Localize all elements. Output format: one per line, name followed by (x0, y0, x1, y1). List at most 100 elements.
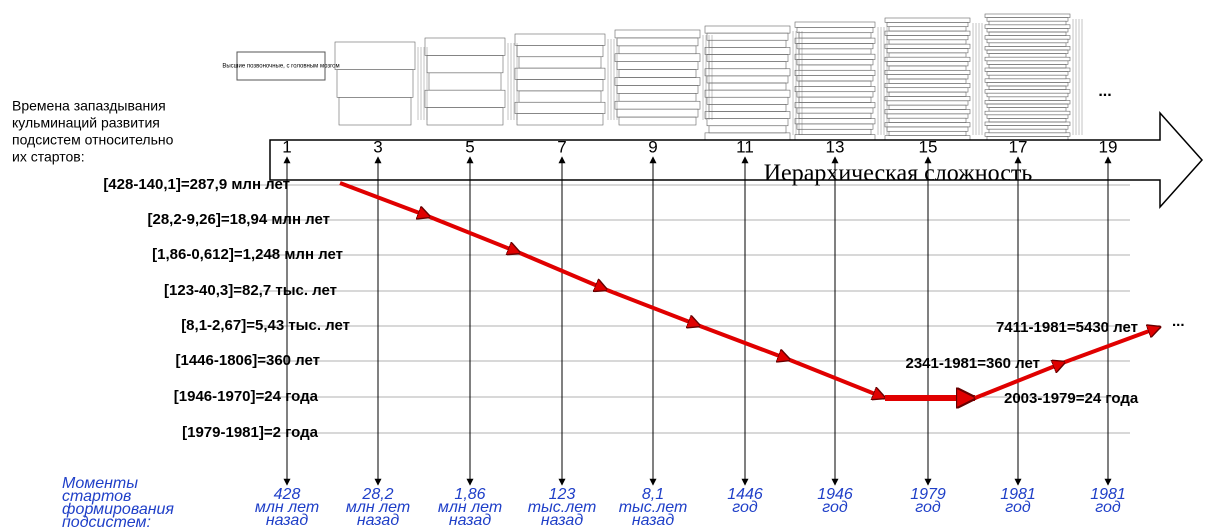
trend-segment (339, 181, 430, 217)
thumb-box (984, 35, 1071, 40)
left-heading: их стартов: (12, 149, 85, 165)
thumb-box (886, 100, 969, 106)
start-moment: тыс.лет (619, 499, 688, 516)
row-label: [428-140,1]=287,9 млн лет (103, 176, 290, 193)
trend-segment (606, 288, 700, 326)
thumb-box (884, 69, 971, 75)
thumb-box (616, 61, 699, 70)
start-moment: 1,86 (454, 486, 485, 503)
thumb-box (518, 56, 602, 69)
thumb-box (886, 113, 969, 119)
thumb-box (514, 67, 606, 80)
thumb-box (986, 28, 1069, 33)
row-label: [1446-1806]=360 лет (176, 352, 321, 369)
thumb-box (704, 111, 791, 119)
start-moment: назад (541, 512, 584, 529)
thumb-box (618, 45, 697, 55)
thumb-box (888, 91, 967, 97)
start-moment: 28,2 (361, 486, 393, 503)
thumb-box (884, 96, 971, 102)
thumb-box (708, 125, 787, 134)
thumb-box (988, 85, 1067, 90)
thumb-box (986, 103, 1069, 108)
thumb-box (616, 108, 699, 118)
start-moment: млн лет (438, 499, 502, 516)
thumb-box (798, 128, 872, 135)
thumb-box (984, 110, 1071, 116)
thumb-box (616, 37, 699, 47)
thumb-box (516, 79, 604, 92)
axis-number: 5 (465, 137, 474, 156)
start-moment: 123 (549, 486, 576, 503)
thumb-box (886, 74, 969, 80)
thumb-box (984, 24, 1071, 29)
thumb-box (424, 89, 506, 108)
thumb-box (984, 46, 1071, 51)
thumb-box (614, 77, 701, 86)
thumb-box (706, 96, 789, 105)
thumb-box (988, 64, 1067, 69)
start-moment: 8,1 (642, 486, 664, 503)
thumb-box (514, 101, 606, 114)
bottom-heading: подсистем: (62, 514, 151, 531)
thumb-box (886, 48, 969, 54)
left-heading: подсистем относительно (12, 132, 174, 148)
thumb-box (708, 104, 787, 112)
row-label: [1979-1981]=2 года (182, 424, 319, 441)
axis-number: 3 (373, 137, 382, 156)
thumb-box (426, 55, 504, 74)
thumb-box (886, 126, 969, 132)
right-label: 2003-1979=24 года (1004, 390, 1139, 407)
thumb-box (614, 29, 701, 39)
thumb-box (796, 75, 874, 82)
thumb-box (988, 118, 1067, 123)
thumb-box (888, 130, 967, 136)
thumb-box (614, 53, 701, 62)
thumb-box (706, 54, 789, 62)
thumb-box (986, 82, 1069, 87)
trend-segment (789, 358, 885, 398)
start-moment: назад (449, 512, 492, 529)
thumb-box (798, 32, 872, 39)
thumbnails: Высшие позвоночные, с головным мозгом (222, 13, 1083, 141)
thumb-box (516, 113, 604, 126)
thumb-box (514, 33, 606, 46)
thumb-box (798, 80, 872, 87)
start-moment: 1981 (1090, 486, 1126, 503)
thumb-box (706, 118, 789, 127)
thumb-box (794, 53, 876, 60)
start-moment: млн лет (346, 499, 410, 516)
thumb-box (336, 69, 414, 98)
thumb-box (988, 107, 1067, 112)
thumb-box (986, 125, 1069, 130)
thumb-box (708, 61, 787, 70)
axis-number: 11 (736, 137, 754, 156)
thumb-box (516, 45, 604, 58)
thumb-box (794, 86, 876, 93)
start-moment: 1979 (910, 486, 946, 503)
start-moment: млн лет (255, 499, 319, 516)
thumb-box (794, 21, 876, 28)
start-moment: год (822, 499, 848, 516)
thumb-box (796, 107, 874, 114)
axis-number: 17 (1009, 137, 1028, 156)
thumb-box (794, 37, 876, 44)
right-label: 2341-1981=360 лет (905, 355, 1040, 372)
thumb-box (988, 31, 1067, 36)
thumb-box (986, 17, 1069, 22)
left-heading: Времена запаздывания (12, 98, 166, 114)
thumb-box (704, 89, 791, 98)
row-label: [123-40,3]=82,7 тыс. лет (164, 282, 337, 299)
trend-segment (519, 251, 607, 290)
thumb-box (988, 42, 1067, 47)
bottom-heading: формирования (62, 501, 174, 518)
thumb-box (428, 72, 502, 91)
trend-segment (429, 215, 520, 253)
thumb-box (884, 122, 971, 128)
thumb-box (884, 30, 971, 36)
complexity-arrow (269, 111, 1204, 209)
row-label: [1946-1970]=24 года (174, 388, 319, 405)
start-moment: 1446 (727, 486, 763, 503)
